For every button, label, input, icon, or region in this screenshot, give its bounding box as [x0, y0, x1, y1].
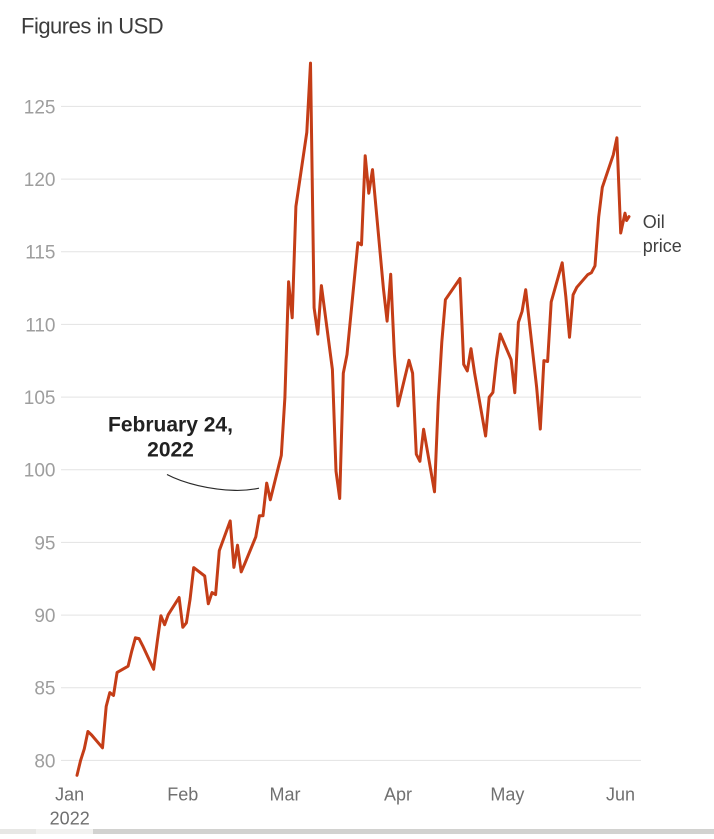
svg-text:120: 120 [24, 170, 56, 191]
svg-text:Figures in USD: Figures in USD [21, 14, 163, 39]
svg-text:May: May [490, 785, 524, 805]
svg-text:2022: 2022 [50, 809, 90, 829]
svg-text:Jan: Jan [55, 785, 84, 805]
svg-text:2022: 2022 [147, 439, 194, 462]
svg-text:100: 100 [24, 461, 56, 482]
svg-text:Mar: Mar [270, 785, 301, 805]
svg-text:Jun: Jun [606, 785, 635, 805]
svg-text:105: 105 [24, 388, 56, 409]
svg-text:95: 95 [34, 533, 55, 554]
svg-text:Oil: Oil [643, 212, 665, 232]
svg-text:110: 110 [25, 315, 55, 336]
svg-text:125: 125 [24, 97, 56, 118]
svg-text:Apr: Apr [384, 785, 412, 805]
svg-text:115: 115 [25, 243, 55, 264]
svg-text:90: 90 [34, 606, 55, 627]
svg-text:February 24,: February 24, [108, 414, 233, 437]
svg-text:price: price [643, 236, 682, 256]
svg-text:Feb: Feb [167, 785, 198, 805]
svg-text:80: 80 [34, 751, 55, 772]
svg-text:85: 85 [34, 679, 55, 700]
